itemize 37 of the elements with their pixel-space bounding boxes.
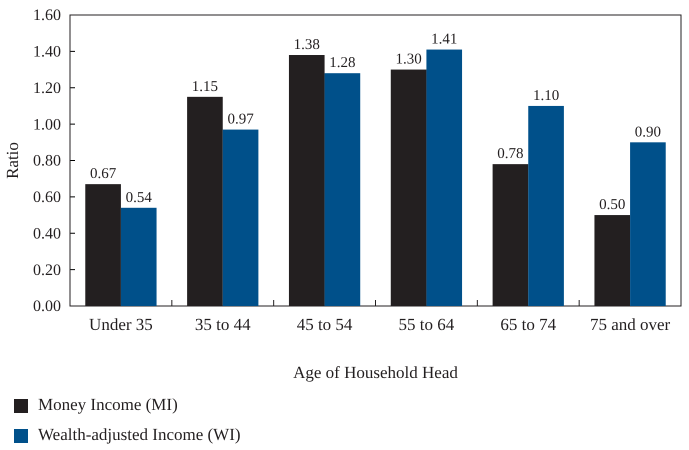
- data-label: 0.50: [599, 197, 626, 214]
- bar: [630, 142, 666, 306]
- data-label: 1.28: [329, 55, 356, 72]
- x-tick-label: 65 to 74: [500, 315, 557, 334]
- data-label: 1.15: [192, 78, 218, 95]
- y-tick-label: 1.40: [33, 43, 61, 60]
- y-tick-label: 0.20: [33, 262, 61, 279]
- x-tick-label: 45 to 54: [296, 315, 353, 334]
- bar: [426, 50, 462, 306]
- bar: [528, 106, 564, 306]
- bar: [120, 208, 157, 306]
- bar: [222, 130, 258, 306]
- data-label: 1.38: [294, 37, 320, 54]
- data-label: 0.54: [126, 190, 152, 206]
- y-tick-label: 0.40: [33, 225, 61, 242]
- data-label: 1.41: [431, 32, 458, 48]
- data-label: 1.30: [395, 52, 422, 68]
- y-tick-label: 0.80: [33, 152, 61, 170]
- bar: [324, 73, 360, 306]
- data-label: 0.67: [90, 166, 117, 182]
- x-axis-title: Age of Household Head: [293, 363, 458, 382]
- legend-label: Money Income (MI): [38, 395, 178, 414]
- legend-label: Wealth-adjusted Income (WI): [38, 425, 241, 444]
- y-tick-label: 1.00: [33, 116, 61, 134]
- data-label: 0.90: [634, 124, 662, 140]
- x-tick-label: 55 to 64: [398, 315, 455, 334]
- data-label: 1.10: [532, 88, 560, 104]
- x-tick-label: Under 35: [89, 315, 153, 334]
- data-label: 0.78: [497, 146, 524, 162]
- data-label: 0.97: [227, 112, 254, 128]
- y-tick-label: 1.60: [33, 7, 61, 24]
- y-axis-title: Ratio: [3, 142, 22, 179]
- y-tick-label: 0.00: [33, 298, 61, 316]
- x-tick-label: 75 and over: [590, 315, 671, 334]
- y-tick-label: 1.20: [33, 80, 61, 97]
- x-tick-label: 35 to 44: [194, 315, 252, 334]
- y-tick-label: 0.60: [33, 188, 61, 206]
